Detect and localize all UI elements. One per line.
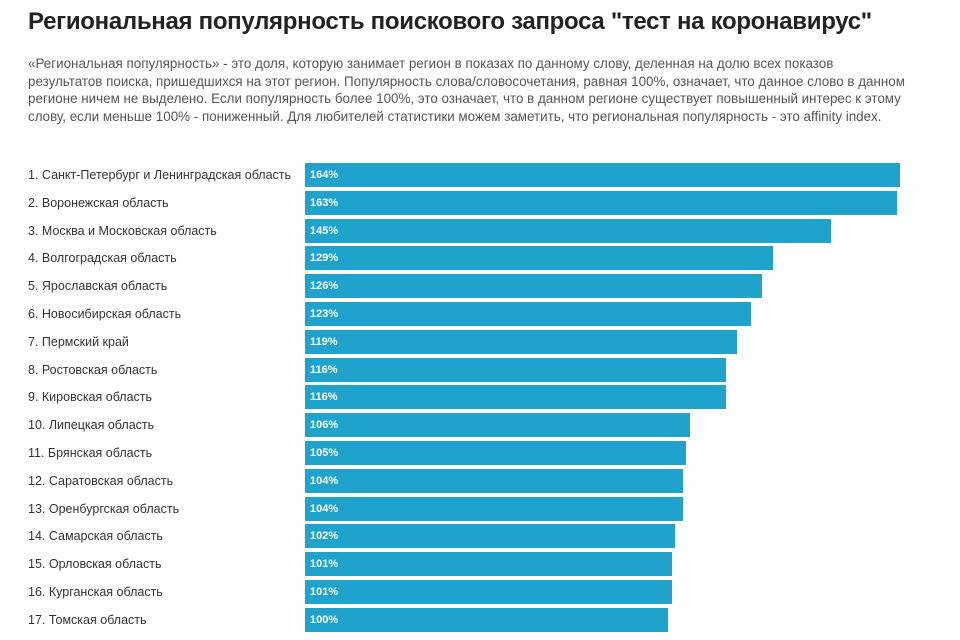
bar-value-label: 129% [310, 252, 339, 265]
bar: 129% [305, 246, 773, 271]
bar-value-label: 126% [310, 280, 339, 293]
bar-value-label: 163% [310, 196, 339, 209]
bar: 164% [305, 163, 900, 187]
category-label: 2. Воронежская область [28, 195, 169, 210]
category-label: 17. Томская область [28, 612, 147, 627]
bar-value-label: 101% [310, 586, 339, 598]
category-label: 1. Санкт-Петербург и Ленинградская облас… [28, 168, 292, 182]
bar: 100% [305, 607, 668, 632]
category-label: 14. Самарская область [28, 529, 163, 544]
bar: 126% [305, 274, 762, 299]
category-label: 3. Москва и Московская область [28, 223, 217, 238]
bar-value-label: 145% [310, 224, 339, 237]
category-label: 13. Оренбургская область [28, 501, 180, 516]
bar-value-label: 116% [310, 391, 338, 404]
bar-value-label: 106% [310, 419, 339, 432]
category-label: 9. Кировская область [28, 390, 153, 405]
category-label: 10. Липецкая область [28, 418, 155, 433]
bar-value-label: 102% [310, 530, 339, 543]
category-label: 7. Пермский край [28, 334, 129, 349]
bar: 116% [305, 357, 726, 382]
bar-value-label: 104% [310, 502, 339, 515]
category-label: 4. Волгоградская область [28, 251, 177, 266]
bar: 145% [305, 218, 831, 243]
bar: 101% [305, 580, 672, 604]
bar: 163% [305, 190, 897, 215]
bar-value-label: 116% [310, 363, 338, 376]
bar-value-label: 164% [310, 169, 339, 181]
category-label: 15. Орловская область [28, 557, 162, 572]
chart-title: Региональная популярность поискового зап… [28, 8, 872, 35]
bar: 102% [305, 524, 675, 549]
bar: 119% [305, 329, 737, 354]
chart-description: «Региональная популярность» - это доля, … [28, 56, 905, 124]
bar: 101% [305, 552, 672, 577]
bar: 105% [305, 441, 686, 465]
category-label: 6. Новосибирская область [28, 307, 182, 321]
category-label: 12. Саратовская область [28, 473, 174, 488]
category-label: 16. Курганская область [28, 585, 163, 599]
bar-value-label: 101% [310, 558, 339, 571]
bar: 104% [305, 496, 683, 521]
bar-value-label: 105% [310, 447, 339, 459]
bar: 106% [305, 413, 690, 438]
bar: 116% [305, 385, 726, 410]
bar-value-label: 119% [310, 335, 338, 348]
category-label: 5. Ярославская область [28, 279, 168, 294]
bar-value-label: 100% [310, 613, 339, 626]
category-label: 8. Ростовская область [28, 362, 158, 377]
bar: 123% [305, 302, 751, 326]
bar: 104% [305, 468, 683, 493]
bar-value-label: 104% [310, 474, 339, 487]
bar-value-label: 123% [310, 308, 339, 320]
category-label: 11. Брянская область [28, 446, 153, 460]
